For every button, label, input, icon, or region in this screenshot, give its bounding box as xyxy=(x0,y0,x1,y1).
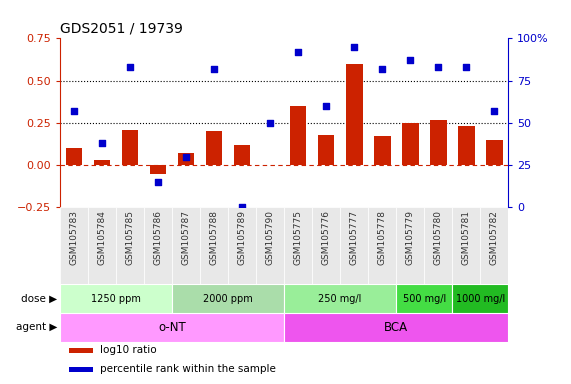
Text: GSM105781: GSM105781 xyxy=(462,210,471,265)
Text: percentile rank within the sample: percentile rank within the sample xyxy=(100,364,276,374)
Bar xyxy=(396,207,424,284)
Text: 500 mg/l: 500 mg/l xyxy=(403,293,446,304)
Text: GSM105790: GSM105790 xyxy=(266,210,275,265)
Point xyxy=(266,120,275,126)
Bar xyxy=(144,207,172,284)
Text: GSM105789: GSM105789 xyxy=(238,210,247,265)
Text: 2000 ppm: 2000 ppm xyxy=(203,293,253,304)
Bar xyxy=(60,284,172,313)
Text: 1250 ppm: 1250 ppm xyxy=(91,293,141,304)
Bar xyxy=(284,313,508,342)
Bar xyxy=(317,135,335,165)
Text: GSM105785: GSM105785 xyxy=(126,210,135,265)
Bar xyxy=(284,207,312,284)
Point xyxy=(349,44,359,50)
Text: dose ▶: dose ▶ xyxy=(21,293,57,304)
Text: GSM105782: GSM105782 xyxy=(490,210,498,265)
Point xyxy=(433,64,443,70)
Text: GSM105778: GSM105778 xyxy=(377,210,387,265)
Bar xyxy=(60,313,284,342)
Text: GSM105784: GSM105784 xyxy=(98,210,106,265)
Text: GSM105776: GSM105776 xyxy=(321,210,331,265)
Bar xyxy=(430,119,447,165)
Text: agent ▶: agent ▶ xyxy=(16,322,57,333)
Bar xyxy=(345,64,363,165)
Text: GSM105775: GSM105775 xyxy=(293,210,303,265)
Bar xyxy=(60,207,88,284)
Bar xyxy=(256,207,284,284)
Bar xyxy=(289,106,307,165)
Point xyxy=(210,66,219,72)
Bar xyxy=(178,153,194,165)
Bar xyxy=(69,367,93,372)
Bar xyxy=(200,207,228,284)
Bar xyxy=(94,160,110,165)
Text: 250 mg/l: 250 mg/l xyxy=(319,293,362,304)
Bar xyxy=(480,207,508,284)
Bar xyxy=(66,148,82,165)
Bar xyxy=(486,140,502,165)
Point xyxy=(405,57,415,63)
Bar xyxy=(458,126,475,165)
Text: o-NT: o-NT xyxy=(158,321,186,334)
Point xyxy=(293,49,303,55)
Point xyxy=(377,66,387,72)
Text: GSM105788: GSM105788 xyxy=(210,210,219,265)
Bar xyxy=(234,145,251,165)
Bar xyxy=(373,136,391,165)
Text: 1000 mg/l: 1000 mg/l xyxy=(456,293,505,304)
Point xyxy=(126,64,135,70)
Point xyxy=(182,154,191,160)
Point xyxy=(489,108,498,114)
Text: GSM105779: GSM105779 xyxy=(405,210,415,265)
Bar xyxy=(396,284,452,313)
Text: GSM105780: GSM105780 xyxy=(433,210,443,265)
Bar xyxy=(284,284,396,313)
Point xyxy=(98,140,107,146)
Bar xyxy=(312,207,340,284)
Bar xyxy=(122,130,138,165)
Text: GSM105777: GSM105777 xyxy=(349,210,359,265)
Text: log10 ratio: log10 ratio xyxy=(100,345,156,355)
Point xyxy=(461,64,471,70)
Bar xyxy=(452,284,508,313)
Bar xyxy=(150,165,166,174)
Bar xyxy=(69,348,93,353)
Text: GSM105787: GSM105787 xyxy=(182,210,191,265)
Bar xyxy=(116,207,144,284)
Bar xyxy=(172,284,284,313)
Bar xyxy=(228,207,256,284)
Bar xyxy=(172,207,200,284)
Text: GSM105786: GSM105786 xyxy=(154,210,163,265)
Point xyxy=(321,103,331,109)
Text: BCA: BCA xyxy=(384,321,408,334)
Text: GDS2051 / 19739: GDS2051 / 19739 xyxy=(60,22,183,36)
Bar xyxy=(402,123,419,165)
Bar xyxy=(452,207,480,284)
Bar xyxy=(424,207,452,284)
Point xyxy=(238,204,247,210)
Bar xyxy=(340,207,368,284)
Point xyxy=(70,108,79,114)
Bar xyxy=(88,207,116,284)
Point xyxy=(154,179,163,185)
Text: GSM105783: GSM105783 xyxy=(70,210,78,265)
Bar xyxy=(368,207,396,284)
Bar xyxy=(206,131,223,165)
